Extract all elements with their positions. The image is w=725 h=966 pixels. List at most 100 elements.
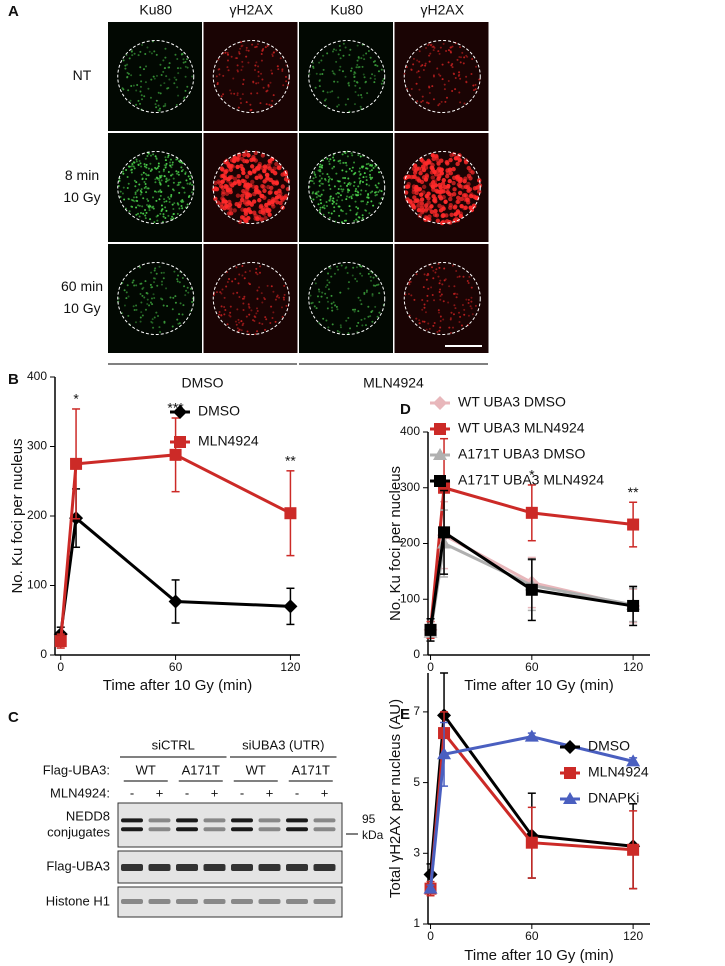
speckle bbox=[419, 166, 424, 172]
speckle bbox=[225, 285, 228, 288]
band bbox=[121, 899, 143, 904]
speckle bbox=[339, 162, 342, 165]
speckle bbox=[159, 63, 162, 66]
speckle bbox=[432, 49, 435, 52]
speckle bbox=[283, 293, 286, 296]
speckle bbox=[357, 94, 360, 97]
speckle bbox=[281, 69, 284, 72]
speckle bbox=[270, 104, 273, 107]
panel-label: D bbox=[400, 401, 411, 418]
speckle bbox=[356, 280, 359, 283]
speckle bbox=[133, 161, 136, 164]
speckle bbox=[260, 59, 263, 62]
speckle bbox=[363, 317, 366, 320]
speckle bbox=[313, 182, 316, 185]
speckle bbox=[369, 77, 372, 80]
speckle bbox=[270, 69, 273, 72]
speckle bbox=[152, 207, 155, 210]
treatment: + bbox=[266, 785, 274, 800]
speckle bbox=[152, 293, 155, 296]
speckle bbox=[327, 272, 330, 275]
speckle bbox=[415, 71, 418, 74]
speckle bbox=[421, 175, 427, 180]
speckle bbox=[146, 187, 149, 190]
speckle bbox=[213, 196, 218, 201]
speckle bbox=[423, 320, 426, 323]
speckle bbox=[461, 51, 464, 54]
speckle bbox=[139, 211, 142, 214]
speckle bbox=[357, 207, 360, 210]
speckle bbox=[317, 194, 320, 197]
speckle bbox=[175, 78, 178, 81]
band bbox=[313, 864, 336, 871]
speckle bbox=[238, 321, 241, 324]
speckle bbox=[434, 154, 439, 159]
speckle bbox=[228, 277, 231, 280]
speckle bbox=[241, 324, 244, 327]
speckle bbox=[353, 76, 356, 79]
speckle bbox=[186, 286, 189, 289]
speckle bbox=[319, 73, 322, 76]
speckle bbox=[434, 271, 437, 274]
speckle bbox=[358, 87, 361, 90]
speckle bbox=[158, 326, 161, 329]
speckle bbox=[314, 86, 317, 89]
speckle bbox=[249, 103, 252, 106]
speckle bbox=[330, 302, 333, 305]
speckle bbox=[147, 205, 150, 208]
speckle bbox=[180, 166, 183, 169]
speckle bbox=[257, 198, 262, 203]
speckle bbox=[147, 199, 150, 202]
speckle bbox=[475, 65, 478, 68]
speckle bbox=[334, 304, 337, 307]
speckle bbox=[380, 190, 383, 193]
speckle bbox=[359, 174, 362, 177]
y-tick-label: 5 bbox=[413, 775, 420, 789]
speckle bbox=[181, 207, 184, 210]
speckle bbox=[168, 78, 171, 81]
speckle bbox=[470, 170, 475, 175]
speckle bbox=[359, 193, 362, 196]
speckle bbox=[271, 72, 274, 75]
speckle bbox=[375, 284, 378, 287]
speckle bbox=[191, 300, 194, 303]
row-label: Flag-UBA3: bbox=[43, 762, 110, 777]
speckle bbox=[444, 100, 447, 103]
speckle bbox=[353, 161, 356, 164]
blot bbox=[117, 802, 343, 848]
speckle bbox=[427, 214, 432, 219]
speckle bbox=[355, 81, 358, 84]
speckle bbox=[410, 294, 413, 297]
speckle bbox=[274, 320, 277, 323]
speckle bbox=[177, 72, 180, 75]
speckle bbox=[348, 189, 351, 192]
speckle bbox=[242, 158, 247, 164]
speckle bbox=[340, 188, 343, 191]
speckle bbox=[416, 203, 421, 208]
speckle bbox=[439, 279, 442, 282]
speckle bbox=[336, 330, 339, 333]
speckle bbox=[457, 190, 463, 196]
speckle bbox=[173, 76, 176, 79]
speckle bbox=[436, 330, 439, 333]
speckle bbox=[241, 44, 244, 47]
speckle bbox=[356, 211, 359, 214]
speckle bbox=[376, 65, 379, 68]
speckle bbox=[429, 209, 435, 215]
speckle bbox=[139, 189, 142, 192]
speckle bbox=[252, 80, 255, 83]
speckle bbox=[131, 162, 134, 165]
speckle bbox=[416, 208, 422, 213]
legend-label: DNAPKi bbox=[588, 790, 639, 806]
speckle bbox=[437, 262, 440, 265]
speckle bbox=[226, 59, 229, 62]
nucleus-outline bbox=[403, 151, 481, 224]
speckle bbox=[235, 323, 238, 326]
speckle bbox=[146, 292, 149, 295]
speckle bbox=[372, 276, 375, 279]
speckle bbox=[327, 178, 330, 181]
speckle bbox=[124, 67, 127, 70]
speckle bbox=[179, 67, 182, 70]
speckle bbox=[436, 67, 439, 70]
speckle bbox=[468, 205, 473, 210]
